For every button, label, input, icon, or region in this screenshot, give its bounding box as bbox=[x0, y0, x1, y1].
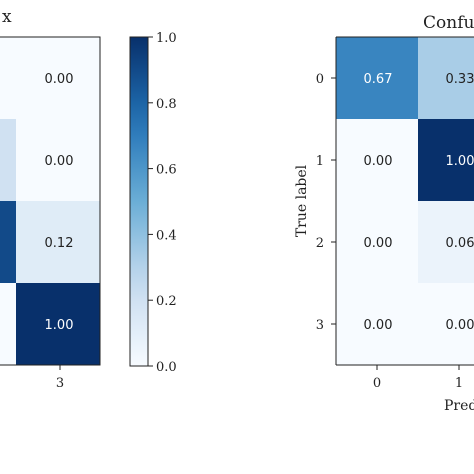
right-matrix-cell bbox=[336, 283, 418, 365]
right-matrix-cell bbox=[336, 37, 418, 119]
left-cell-label: 0.00 bbox=[45, 154, 74, 169]
right-cell-label: 1.00 bbox=[446, 154, 474, 169]
colorbar-tick-label: 1.0 bbox=[156, 31, 177, 46]
right-y-tick-label: 3 bbox=[316, 318, 324, 333]
right-cell-label: 0.00 bbox=[364, 154, 393, 169]
left-matrix-cell bbox=[16, 283, 100, 365]
left-x-tick-label: 3 bbox=[56, 376, 64, 391]
right-y-axis-label: True label bbox=[294, 164, 310, 237]
right-chart-title: Confu bbox=[423, 13, 474, 33]
left-confusion-matrix: x 0.00 0.00 0.12 1.00 3 bbox=[0, 7, 101, 391]
left-sliver-cell bbox=[0, 201, 16, 283]
left-cell-label: 0.00 bbox=[45, 72, 74, 87]
right-matrix-cell bbox=[336, 201, 418, 283]
right-matrix-cell bbox=[336, 119, 418, 201]
right-y-tick-label: 2 bbox=[316, 236, 324, 251]
right-x-tick-label: 0 bbox=[373, 376, 381, 391]
left-sliver-cell bbox=[0, 283, 16, 365]
right-cell-label: 0.33 bbox=[446, 72, 474, 87]
left-cell-label: 1.00 bbox=[45, 318, 74, 333]
left-axes-frame bbox=[0, 36, 101, 366]
right-cell-label: 0.00 bbox=[446, 318, 474, 333]
right-confusion-matrix: Confu 0.67 0.33 0.00 1.00 0.00 0.06 0.00 0.00 0 1 2… bbox=[294, 13, 474, 414]
left-cell-label: 0.12 bbox=[45, 236, 74, 251]
right-cell-label: 0.06 bbox=[446, 236, 474, 251]
left-matrix-cell bbox=[16, 201, 100, 283]
right-y-tick-label: 1 bbox=[316, 154, 324, 169]
right-x-tick-label: 1 bbox=[455, 376, 463, 391]
right-cell-label: 0.00 bbox=[364, 236, 393, 251]
right-matrix-cell bbox=[418, 37, 474, 119]
colorbar-tick-label: 0.2 bbox=[156, 294, 177, 309]
right-x-axis-label: Pred bbox=[444, 398, 474, 414]
colorbar: 0.0 0.2 0.4 0.6 0.8 1.0 bbox=[129, 31, 177, 375]
left-chart-title: x bbox=[2, 7, 12, 27]
right-matrix-cell bbox=[418, 119, 474, 201]
right-matrix-cell bbox=[418, 201, 474, 283]
left-sliver-cell bbox=[0, 119, 16, 201]
right-y-tick-label: 0 bbox=[316, 72, 324, 87]
right-cell-label: 0.00 bbox=[364, 318, 393, 333]
colorbar-tick-label: 0.6 bbox=[156, 163, 177, 178]
colorbar-tick-label: 0.0 bbox=[156, 360, 177, 375]
right-cell-label: 0.67 bbox=[364, 72, 393, 87]
colorbar-tick-label: 0.8 bbox=[156, 97, 177, 112]
colorbar-bar bbox=[129, 36, 149, 367]
left-sliver-cell bbox=[0, 37, 16, 119]
left-matrix-cell bbox=[16, 37, 100, 119]
right-matrix-cell bbox=[418, 283, 474, 365]
colorbar-tick-label: 0.4 bbox=[156, 228, 177, 243]
left-matrix-cell bbox=[16, 119, 100, 201]
